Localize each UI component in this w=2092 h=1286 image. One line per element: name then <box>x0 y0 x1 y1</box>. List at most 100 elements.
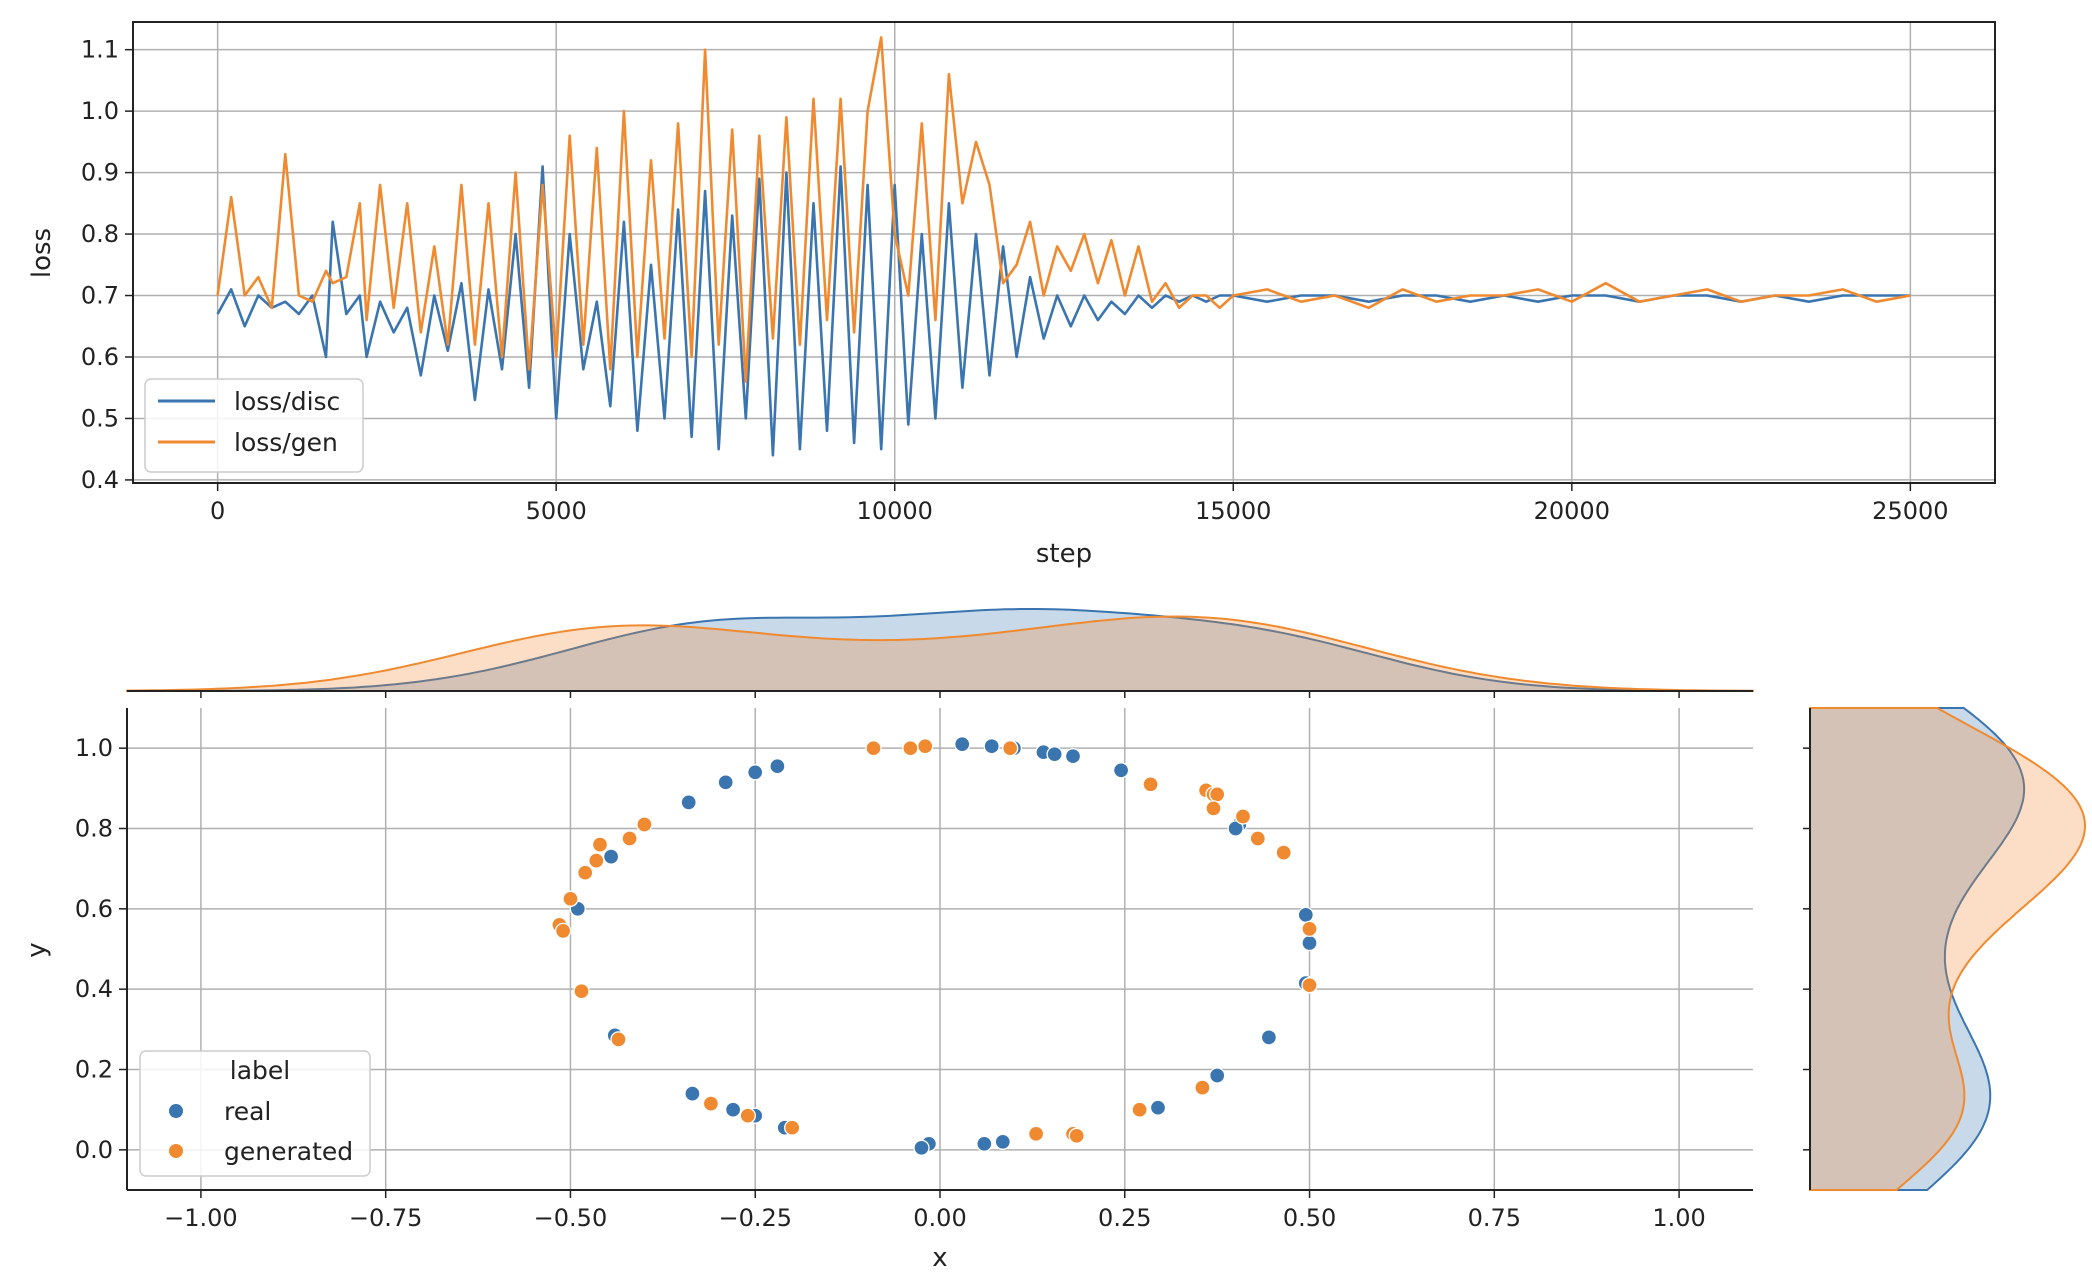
legend-label-real: real <box>224 1097 271 1126</box>
kde-x-ticks <box>200 691 1680 698</box>
point-generated <box>1275 844 1292 861</box>
point-real <box>684 1085 701 1102</box>
scatter-x-ticks: −1.00 −0.75 −0.50 −0.25 0.00 0.25 0.50 0.75 1.00 <box>164 1190 1706 1232</box>
point-generated <box>1194 1079 1211 1096</box>
x-tick-label: 0.50 <box>1283 1204 1336 1232</box>
legend-label-disc: loss/disc <box>234 387 340 416</box>
scatter-xlabel: x <box>932 1243 947 1273</box>
point-real <box>954 736 971 753</box>
legend-marker-generated <box>169 1144 183 1158</box>
point-real <box>1112 762 1130 779</box>
point-real <box>680 794 697 811</box>
y-tick-label: 0.0 <box>75 1136 113 1164</box>
scatter-legend-title: label <box>230 1056 290 1085</box>
y-tick-label: 1.0 <box>81 97 119 125</box>
point-generated <box>610 1031 627 1048</box>
y-tick-label: 0.4 <box>75 975 113 1003</box>
y-tick-label: 0.8 <box>75 815 113 843</box>
loss-legend: loss/disc loss/gen <box>144 378 364 473</box>
x-tick-label: 0 <box>210 497 225 525</box>
y-tick-label: 0.6 <box>81 343 119 371</box>
scatter-points <box>551 736 1318 1156</box>
x-tick-label: −0.50 <box>534 1204 608 1232</box>
kde-y-real <box>1809 707 2026 1191</box>
kde-x-real <box>127 608 1754 692</box>
loss-xlabel: step <box>1036 539 1092 569</box>
point-real <box>769 758 786 775</box>
loss-plot-frame <box>132 21 1996 484</box>
loss-lines <box>216 36 1911 457</box>
point-generated <box>902 740 919 757</box>
point-real <box>1209 1067 1226 1084</box>
kde-y-generated <box>1809 707 2087 1191</box>
point-generated <box>865 740 882 757</box>
x-tick-label: −1.00 <box>164 1204 238 1232</box>
legend-label-gen: loss/gen <box>234 428 338 457</box>
point-generated <box>1142 776 1159 793</box>
legend-marker-real <box>169 1104 183 1118</box>
point-real <box>747 764 764 781</box>
y-tick-label: 0.7 <box>81 282 119 310</box>
point-generated <box>1301 977 1318 994</box>
x-tick-label: 10000 <box>857 497 933 525</box>
point-real <box>1297 906 1314 924</box>
x-tick-label: 0.00 <box>913 1204 966 1232</box>
point-generated <box>1209 786 1226 803</box>
kde-y-ticks <box>1803 747 1810 1151</box>
point-generated <box>1205 800 1222 817</box>
y-tick-label: 1.1 <box>81 36 119 64</box>
kde-x-generated <box>126 615 1754 692</box>
point-generated <box>588 852 605 869</box>
point-generated <box>577 864 594 881</box>
x-tick-label: −0.25 <box>718 1204 792 1232</box>
x-kde-marginal <box>126 608 1754 698</box>
point-real <box>717 774 734 791</box>
point-real <box>1260 1029 1278 1046</box>
y-tick-label: 0.5 <box>81 404 119 432</box>
point-real <box>1046 746 1063 763</box>
point-generated <box>573 983 590 1000</box>
scatter-grid <box>127 708 1753 1190</box>
point-generated <box>1234 808 1252 825</box>
point-generated <box>1131 1101 1148 1118</box>
legend-label-generated: generated <box>224 1137 353 1166</box>
series-line-loss-disc <box>216 165 1911 457</box>
point-real <box>1064 748 1082 765</box>
point-real <box>1227 820 1244 837</box>
y-tick-label: 1.0 <box>75 734 113 762</box>
point-generated <box>917 738 934 755</box>
point-generated <box>554 922 572 940</box>
point-real <box>724 1101 742 1118</box>
point-real <box>602 848 620 865</box>
x-tick-label: 25000 <box>1872 497 1948 525</box>
scatter-ylabel: y <box>22 942 52 957</box>
point-generated <box>562 890 579 907</box>
y-kde-marginal <box>1803 707 2087 1191</box>
point-generated <box>702 1095 720 1112</box>
point-generated <box>1027 1125 1045 1142</box>
y-tick-label: 0.8 <box>81 220 119 248</box>
y-tick-label: 0.2 <box>75 1056 113 1084</box>
point-real <box>983 738 1000 755</box>
loss-ylabel: loss <box>27 228 57 278</box>
x-tick-label: 15000 <box>1195 497 1271 525</box>
y-tick-label: 0.4 <box>81 466 119 494</box>
point-generated <box>621 830 638 847</box>
x-tick-label: 0.75 <box>1468 1204 1521 1232</box>
loss-y-ticks: 0.4 0.5 0.6 0.7 0.8 0.9 1.0 1.1 <box>81 36 133 494</box>
y-tick-label: 0.9 <box>81 159 119 187</box>
x-tick-label: 5000 <box>526 497 587 525</box>
point-generated <box>1002 740 1019 757</box>
scatter-plot: −1.00 −0.75 −0.50 −0.25 0.00 0.25 0.50 0.75 1.00… <box>22 708 1753 1273</box>
x-tick-label: −0.75 <box>349 1204 423 1232</box>
point-generated <box>1068 1127 1085 1144</box>
scatter-y-ticks: 0.0 0.2 0.4 0.6 0.8 1.0 <box>75 734 127 1164</box>
scatter-legend-box <box>139 1050 371 1177</box>
point-real <box>994 1133 1011 1150</box>
point-generated <box>636 816 653 833</box>
x-tick-label: 20000 <box>1534 497 1610 525</box>
point-real <box>1301 934 1318 952</box>
scatter-legend: label real generated <box>139 1050 371 1177</box>
loss-x-ticks: 0 5000 10000 15000 20000 25000 <box>210 483 1949 525</box>
